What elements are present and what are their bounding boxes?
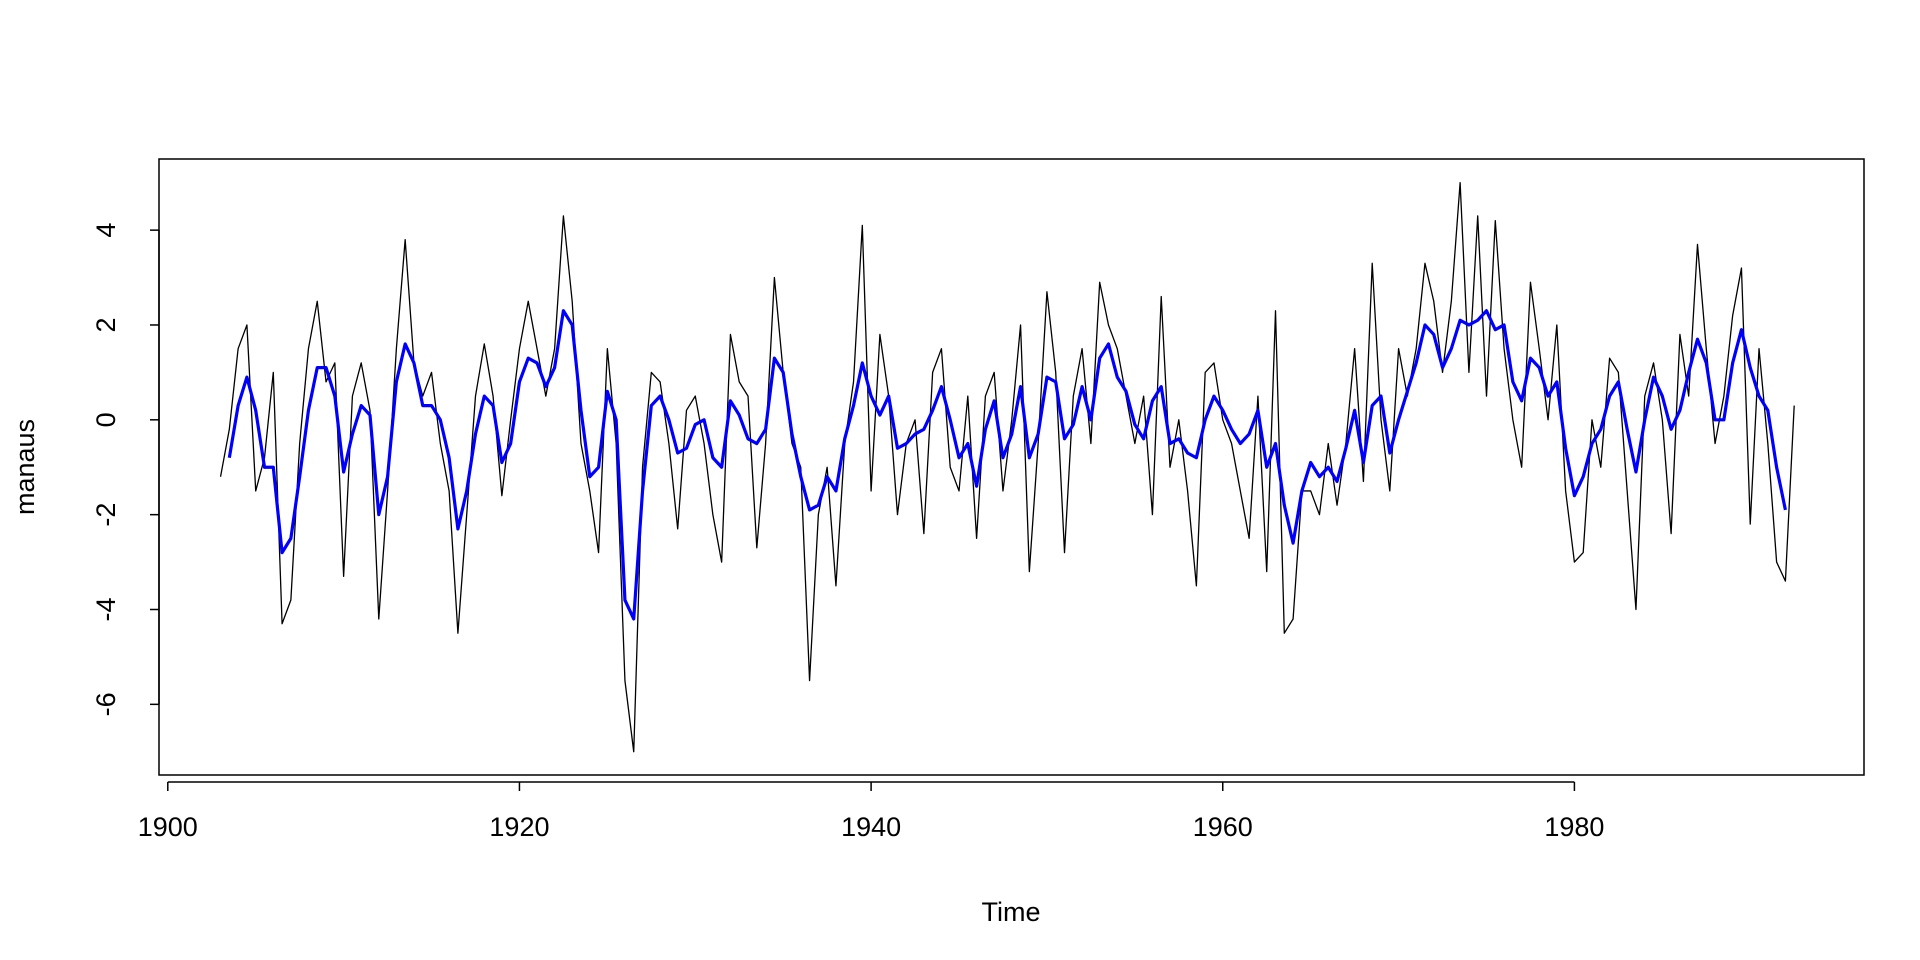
plot-box	[158, 158, 1865, 776]
series-line	[219, 182, 1795, 753]
y-tick-label: -4	[91, 597, 121, 621]
y-tick-label: -6	[91, 692, 121, 716]
y-tick-label: -2	[91, 503, 121, 527]
y-axis-title: manaus	[10, 419, 40, 515]
x-tick-label: 1900	[138, 812, 198, 842]
y-tick-label: 2	[91, 317, 121, 332]
x-tick-label: 1980	[1544, 812, 1604, 842]
x-tick-label: 1960	[1193, 812, 1253, 842]
series-line	[227, 309, 1787, 621]
y-tick-label: 4	[91, 223, 121, 238]
x-axis-title: Time	[982, 897, 1041, 927]
x-tick-label: 1940	[841, 812, 901, 842]
x-tick-label: 1920	[489, 812, 549, 842]
y-tick-label: 0	[91, 412, 121, 427]
